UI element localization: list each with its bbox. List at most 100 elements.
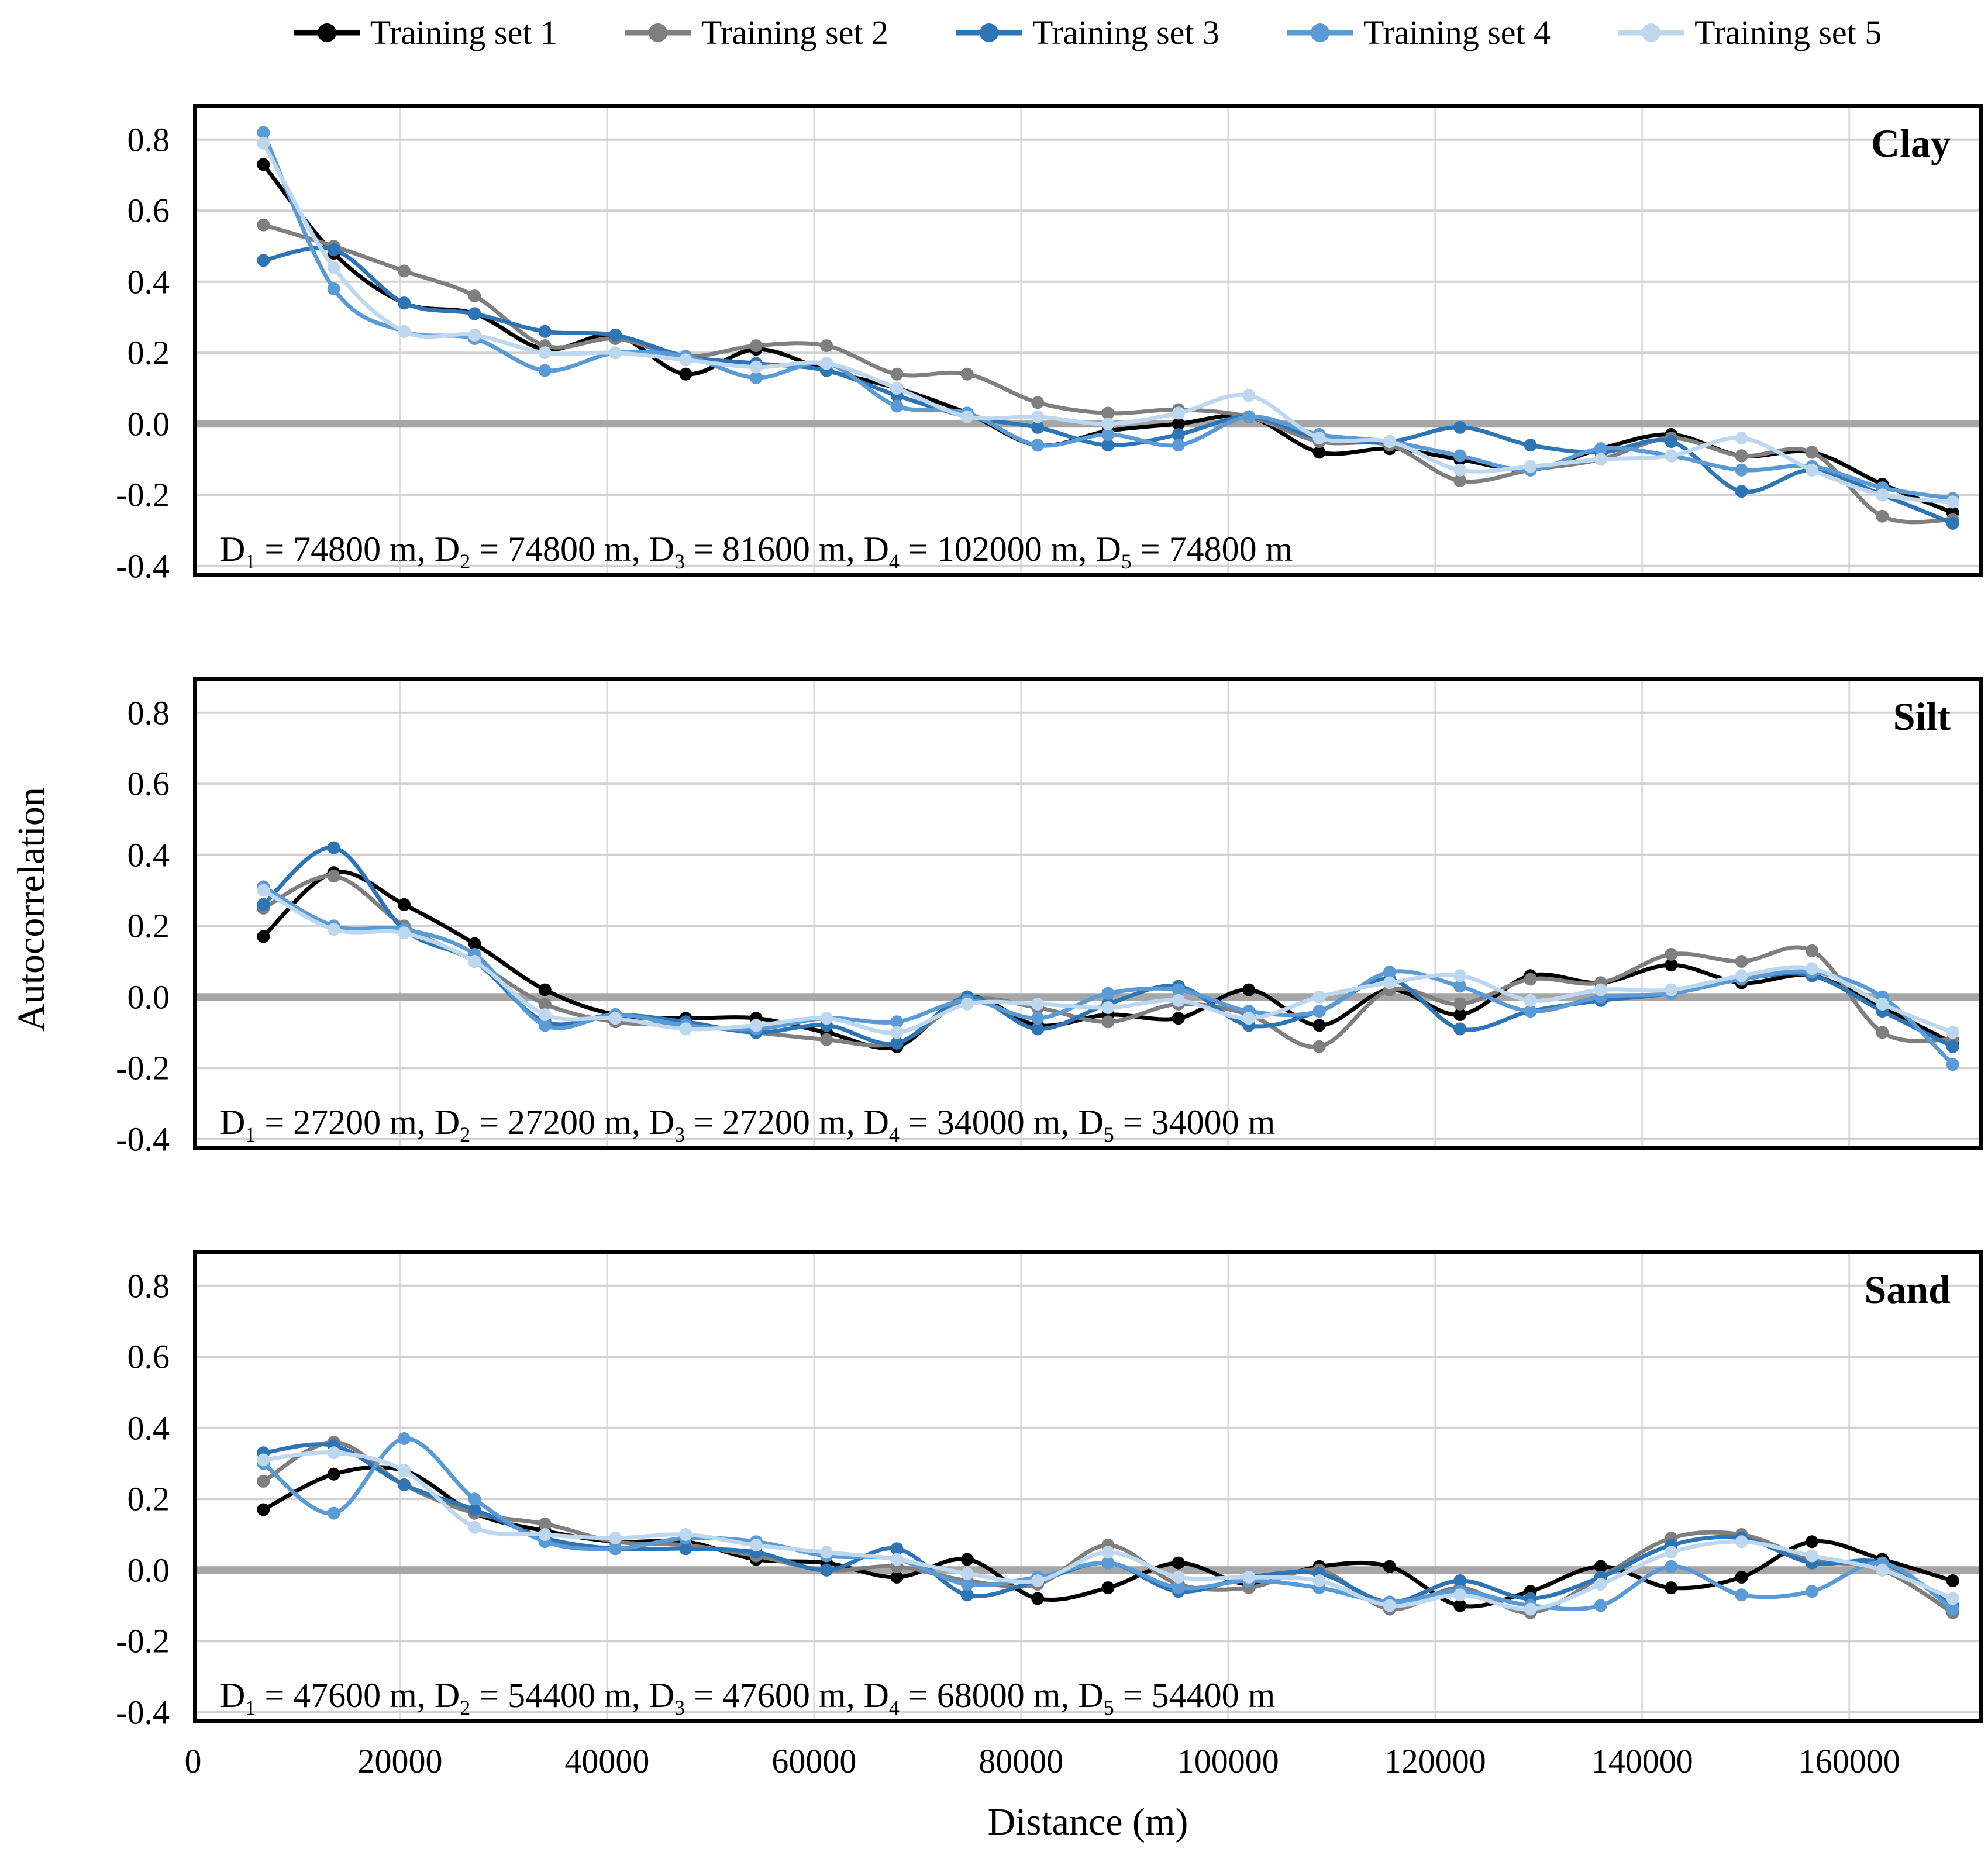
data-point-marker-training-set-5 — [327, 261, 340, 274]
data-point-marker-training-set-2 — [1101, 1015, 1115, 1029]
data-point-marker-training-set-5 — [1876, 997, 1889, 1011]
x-tick-label: 60000 — [771, 1742, 857, 1780]
data-point-marker-training-set-1 — [1172, 1556, 1185, 1570]
data-point-marker-training-set-2 — [890, 367, 904, 381]
legend: Training set 1 Training set 2 Training set… — [193, 13, 1983, 52]
data-point-marker-training-set-1 — [1172, 417, 1185, 430]
data-point-marker-training-set-4 — [1031, 1012, 1045, 1025]
data-point-marker-training-set-5 — [1383, 435, 1396, 449]
data-point-marker-training-set-1 — [1946, 1574, 1959, 1587]
legend-label: Training set 2 — [701, 13, 888, 51]
data-point-marker-training-set-5 — [1172, 994, 1185, 1007]
data-point-marker-training-set-5 — [1524, 994, 1537, 1007]
data-point-marker-training-set-5 — [1665, 1546, 1678, 1559]
plot-area — [193, 104, 1983, 577]
data-point-marker-training-set-3 — [1946, 516, 1959, 530]
data-point-marker-training-set-1 — [1383, 1560, 1396, 1573]
panel-border — [193, 104, 1983, 577]
data-point-marker-training-set-5 — [1735, 1535, 1748, 1549]
data-point-marker-training-set-2 — [1735, 955, 1748, 968]
data-point-marker-training-set-2 — [1101, 406, 1115, 420]
x-tick-label: 40000 — [564, 1742, 650, 1780]
data-point-marker-training-set-1 — [1312, 446, 1326, 459]
data-point-marker-training-set-1 — [257, 158, 270, 171]
data-point-marker-training-set-1 — [1806, 1535, 1818, 1549]
data-point-marker-training-set-5 — [1242, 1012, 1256, 1025]
data-point-marker-training-set-5 — [960, 997, 974, 1011]
y-tick-label: 0.2 — [127, 1480, 170, 1518]
x-tick-label: 20000 — [357, 1742, 443, 1780]
annotation-subscript: 2 — [460, 1696, 471, 1719]
data-point-marker-training-set-3 — [960, 1588, 974, 1602]
y-tick-label: 0.6 — [127, 191, 170, 230]
data-point-marker-training-set-5 — [1312, 990, 1326, 1004]
data-point-marker-training-set-4 — [1101, 428, 1115, 441]
data-point-marker-training-set-1 — [468, 937, 481, 950]
data-point-marker-training-set-2 — [1312, 1040, 1326, 1053]
data-point-marker-training-set-4 — [1946, 1058, 1959, 1071]
panel-title: Silt — [1893, 694, 1951, 739]
data-point-marker-training-set-1 — [1453, 1599, 1467, 1612]
data-point-marker-training-set-5 — [538, 346, 552, 360]
data-point-marker-training-set-2 — [398, 264, 411, 278]
data-point-marker-training-set-4 — [749, 371, 763, 384]
y-tick-label: -0.2 — [116, 475, 170, 514]
data-point-marker-training-set-5 — [398, 1464, 411, 1477]
data-point-marker-training-set-3 — [538, 325, 552, 338]
data-point-marker-training-set-5 — [609, 1012, 622, 1025]
legend-label: Training set 5 — [1694, 13, 1882, 51]
panel-clay: 0.8 0.6 0.4 0.2 0.0 -0.2 -0.4 Clay D1 = 74800 m,… — [116, 104, 1983, 585]
y-tick-label: 0.8 — [127, 694, 170, 732]
data-point-marker-training-set-4 — [327, 1506, 340, 1520]
data-point-marker-training-set-2 — [820, 1033, 833, 1046]
annotation-subscript: 4 — [888, 1123, 900, 1146]
data-point-marker-training-set-5 — [1946, 1592, 1959, 1605]
data-point-marker-training-set-4 — [1101, 987, 1115, 1000]
y-tick-label: 0.4 — [127, 836, 170, 874]
data-point-marker-training-set-5 — [1312, 1574, 1326, 1587]
data-point-marker-training-set-5 — [1453, 463, 1467, 477]
panel-sand: 0.8 0.6 0.4 0.2 0.0 -0.2 -0.4 Sand D1 = 47600 m,… — [116, 1250, 1983, 1731]
x-tick-label: 100000 — [1177, 1742, 1279, 1780]
data-point-marker-training-set-5 — [1524, 460, 1537, 473]
data-point-marker-training-set-5 — [1031, 1574, 1045, 1587]
x-tick-label: 160000 — [1798, 1742, 1900, 1780]
y-tick-label: -0.4 — [116, 1693, 170, 1732]
data-point-marker-training-set-3 — [398, 296, 411, 310]
data-point-marker-training-set-5 — [609, 346, 622, 360]
data-point-marker-training-set-5 — [1312, 432, 1326, 445]
data-point-marker-training-set-3 — [1453, 1022, 1467, 1036]
data-point-marker-training-set-5 — [1453, 1588, 1467, 1602]
data-point-marker-training-set-4 — [1594, 1599, 1607, 1612]
data-point-marker-training-set-5 — [1101, 1546, 1115, 1559]
data-point-marker-training-set-5 — [960, 410, 974, 423]
range-annotation: D1 = 47600 m, D2 = 54400 m, D3 = 47600 m… — [220, 1676, 1276, 1719]
data-point-marker-training-set-2 — [468, 289, 481, 303]
annotation-subscript: 3 — [674, 1696, 685, 1719]
data-point-marker-training-set-5 — [1665, 983, 1678, 996]
data-point-marker-training-set-5 — [1383, 976, 1396, 989]
legend-item-training-set-4: Training set 4 — [1287, 13, 1551, 52]
x-tick-label: 80000 — [979, 1742, 1064, 1780]
panel-title: Clay — [1871, 121, 1951, 165]
data-point-marker-training-set-3 — [1524, 439, 1537, 452]
data-point-marker-training-set-5 — [327, 923, 340, 936]
data-point-marker-training-set-1 — [890, 1570, 904, 1584]
x-tick-label: 120000 — [1384, 1742, 1486, 1780]
data-point-marker-training-set-5 — [1101, 1001, 1115, 1014]
data-point-marker-training-set-5 — [1594, 453, 1607, 466]
annotation-subscript: 4 — [888, 550, 900, 573]
legend-item-training-set-3: Training set 3 — [956, 13, 1219, 52]
data-point-marker-training-set-4 — [1172, 1581, 1185, 1595]
y-tick-label: 0.2 — [127, 333, 170, 372]
y-tick-label: 0.4 — [127, 1409, 170, 1447]
data-point-marker-training-set-3 — [1031, 420, 1045, 434]
data-point-marker-training-set-5 — [1242, 1570, 1256, 1584]
data-point-marker-training-set-5 — [1242, 389, 1256, 402]
data-point-marker-training-set-5 — [749, 1539, 763, 1552]
data-point-marker-training-set-5 — [1031, 410, 1045, 423]
data-point-marker-training-set-1 — [679, 367, 692, 381]
data-point-marker-training-set-5 — [1876, 488, 1889, 502]
legend-marker-icon — [1618, 23, 1684, 42]
data-point-marker-training-set-5 — [1735, 969, 1748, 982]
